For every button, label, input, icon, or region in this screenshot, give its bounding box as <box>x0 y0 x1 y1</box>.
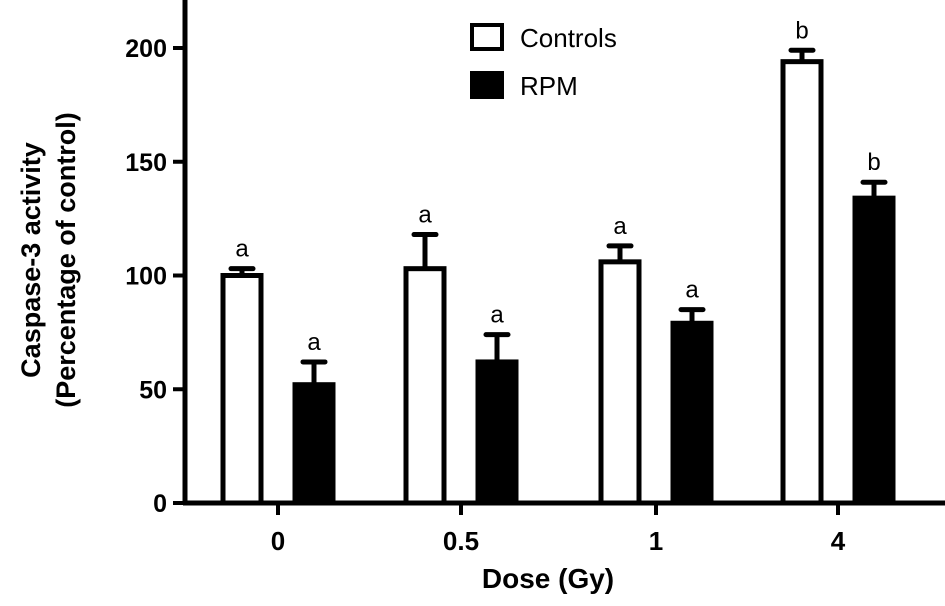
significance-label: a <box>490 302 504 329</box>
y-tick-label: 100 <box>125 263 167 291</box>
legend-label: Controls <box>520 23 617 53</box>
bar-controls <box>220 273 264 506</box>
y-axis-label-line-1: Caspase-3 activity <box>16 142 46 378</box>
significance-label: a <box>235 236 249 263</box>
legend-swatch-rpm <box>470 71 504 99</box>
y-tick-label: 50 <box>139 376 167 404</box>
bar-controls <box>403 266 447 506</box>
bar-controls <box>598 259 642 506</box>
y-tick-label: 0 <box>153 490 167 518</box>
bar-rpm <box>292 382 336 506</box>
legend-label: RPM <box>520 71 578 101</box>
x-tick-label: 1 <box>649 526 663 556</box>
y-axis-label-line-2: (Percentage of control) <box>51 112 81 408</box>
x-tick-label: 0.5 <box>443 526 479 556</box>
x-tick-label: 4 <box>831 526 846 556</box>
bar-rpm <box>670 320 714 506</box>
significance-label: a <box>613 213 627 240</box>
bar-controls <box>780 59 824 506</box>
y-tick-label: 150 <box>125 149 167 177</box>
bar-rpm <box>475 359 519 506</box>
significance-label: b <box>867 149 880 176</box>
legend-swatch-controls <box>470 23 504 51</box>
significance-label: a <box>307 329 321 356</box>
x-tick-label: 0 <box>271 526 285 556</box>
significance-label: a <box>418 202 432 229</box>
x-axis-label: Dose (Gy) <box>482 563 614 594</box>
significance-label: a <box>685 277 699 304</box>
y-tick-label: 200 <box>125 35 167 63</box>
significance-label: b <box>795 17 808 44</box>
bar-rpm <box>852 195 896 506</box>
